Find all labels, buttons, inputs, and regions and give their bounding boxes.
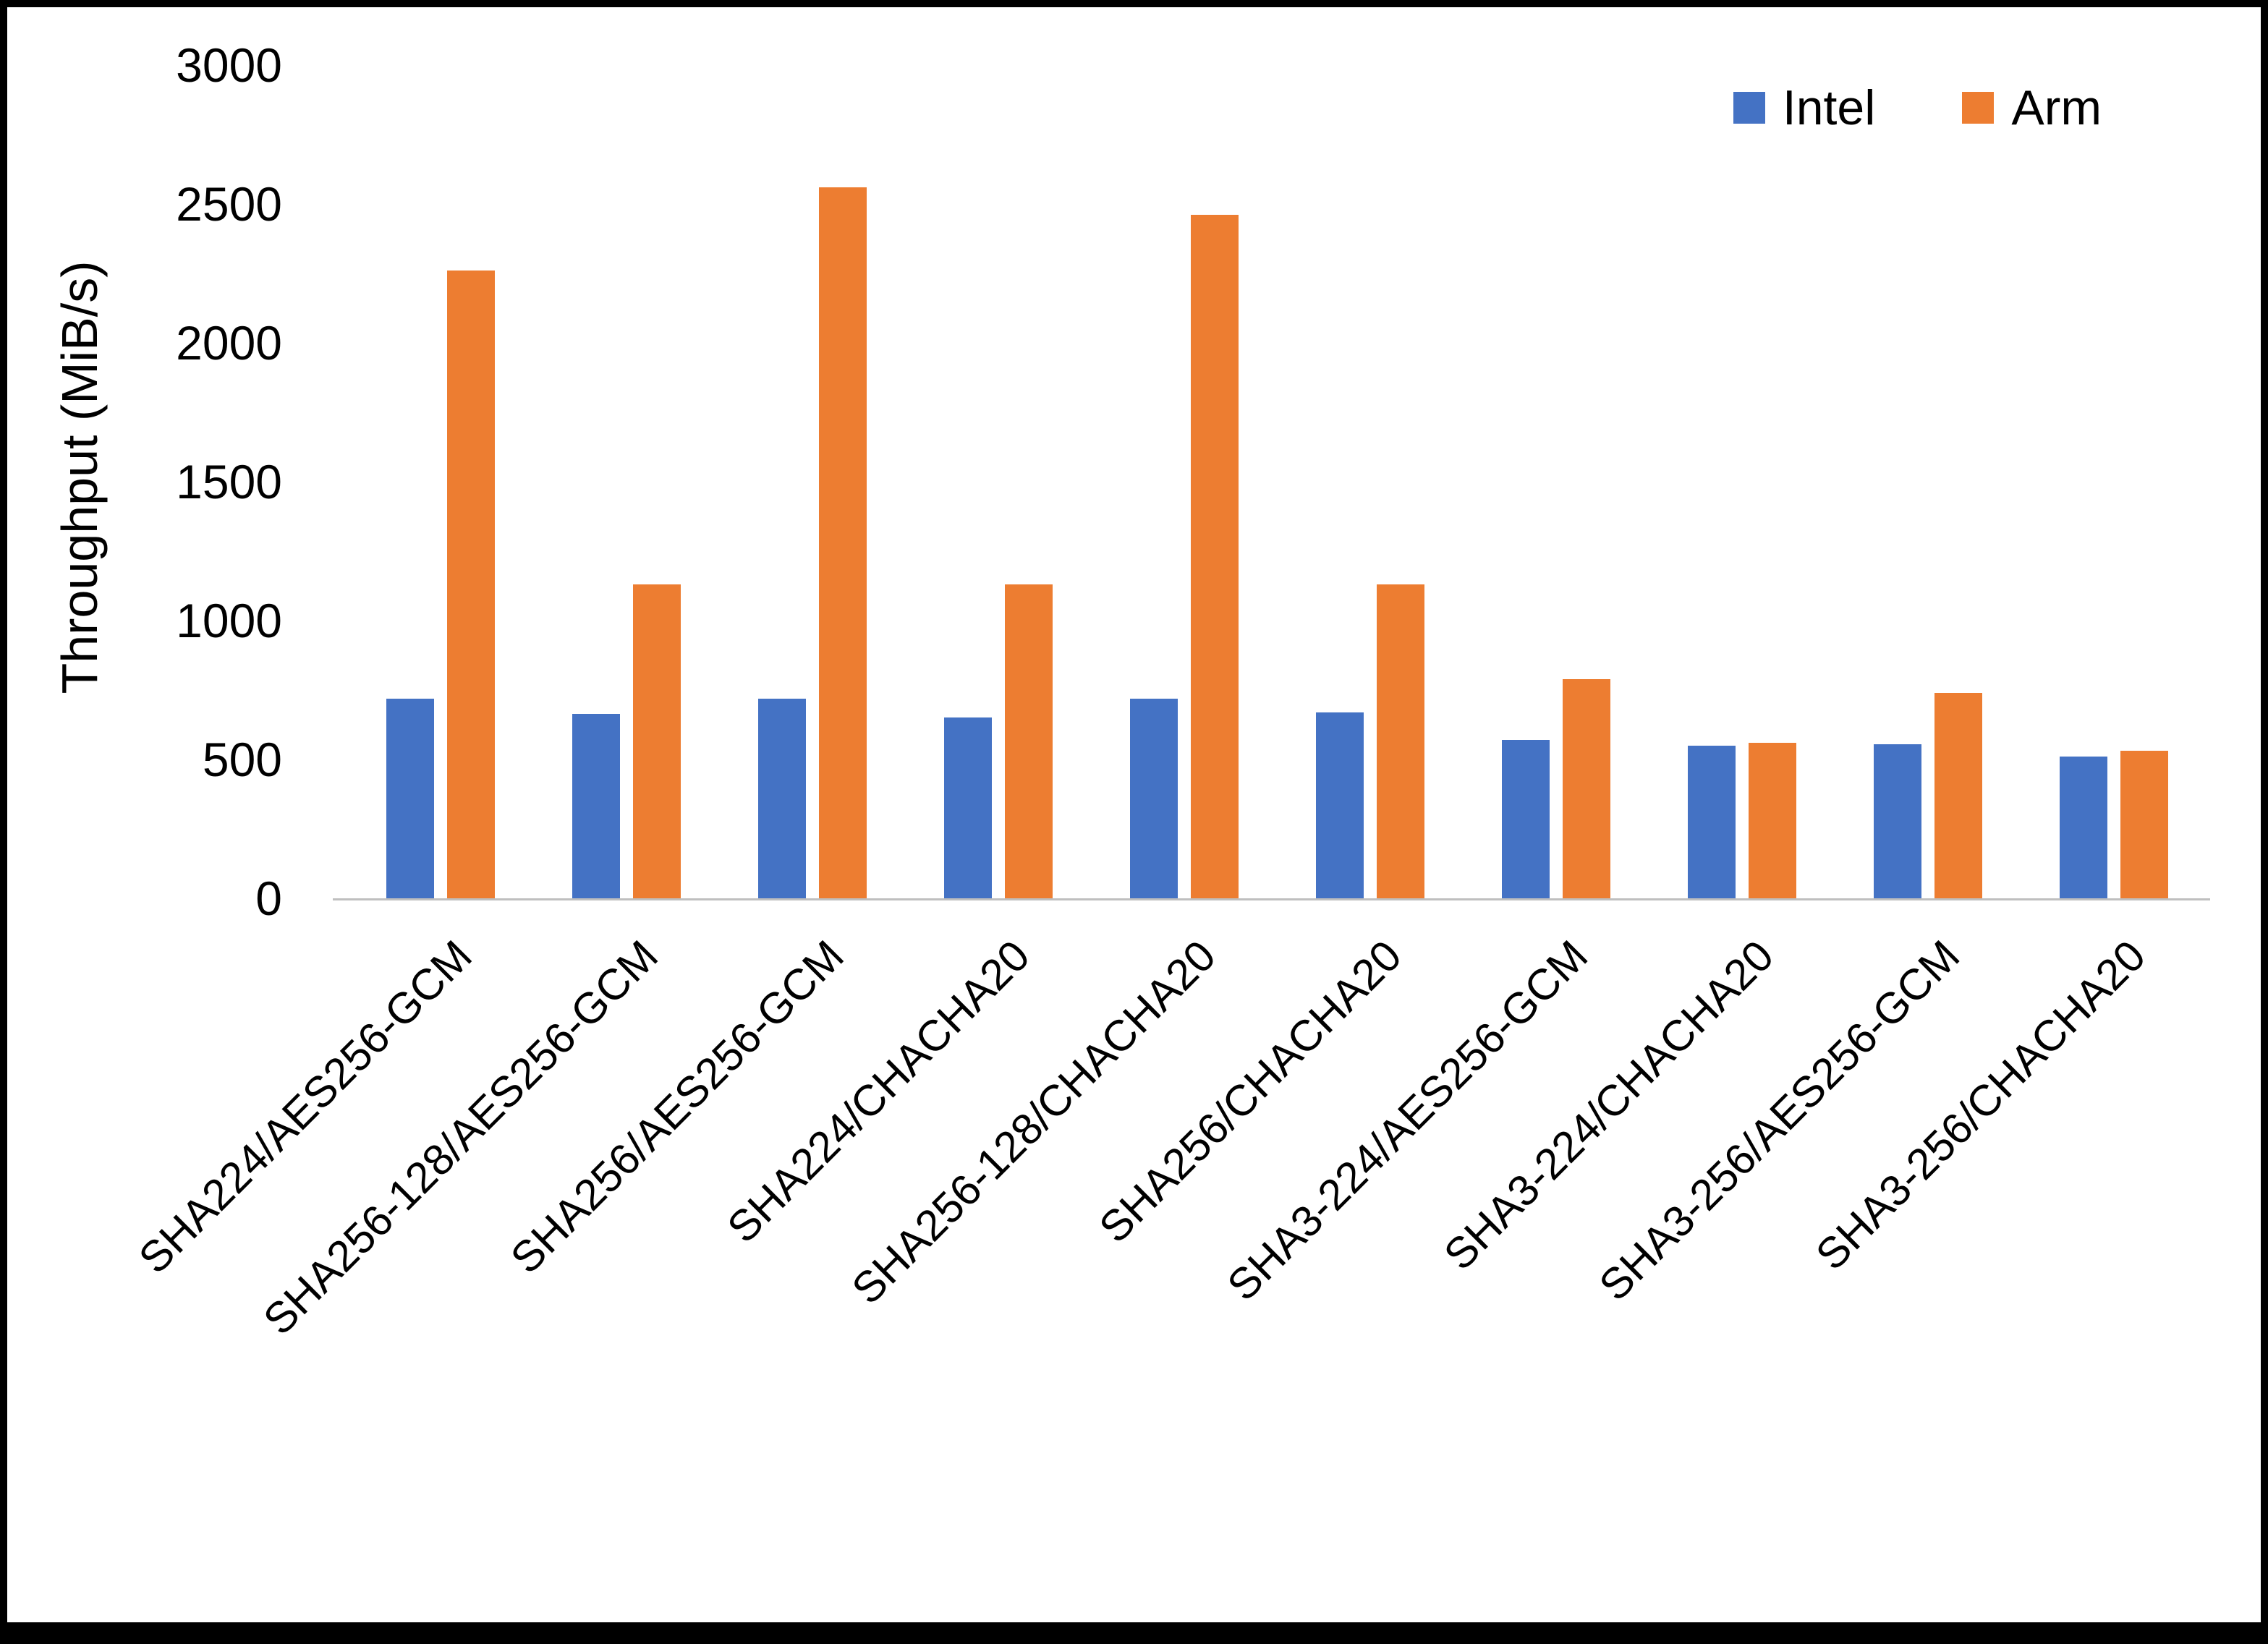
y-axis-title: Throughput (MiB/s) (51, 260, 108, 694)
y-tick-label: 500 (202, 733, 282, 786)
bar-arm (1376, 584, 1424, 898)
x-tick-label: SHA224/CHACHA20 (718, 931, 1040, 1252)
legend-item-arm: Arm (1962, 83, 2102, 132)
legend-swatch-icon (1962, 92, 1995, 124)
y-tick-label: 0 (255, 872, 282, 925)
bar-intel (2059, 757, 2107, 898)
bar-arm (1004, 584, 1053, 898)
x-tick-label: SHA3-224/CHACHA20 (1434, 931, 1783, 1279)
legend-item-intel: Intel (1733, 80, 1876, 135)
y-tick-label: 3000 (176, 38, 282, 92)
x-tick-label: SHA256/CHACHA20 (1090, 931, 1411, 1252)
bar-arm (1562, 678, 1610, 898)
x-tick-label: SHA256-128/AES256-GCM (254, 931, 668, 1345)
bar-arm (2120, 751, 2168, 898)
bar-intel (386, 698, 434, 898)
bar-arm (632, 584, 681, 898)
y-tick-label: 2000 (176, 316, 282, 370)
x-tick-label: SHA3-256/CHACHA20 (1806, 931, 2155, 1279)
bar-intel (1129, 698, 1178, 898)
x-tick-label: SHA3-256/AES256-GCM (1589, 931, 1969, 1310)
bar-arm (818, 187, 867, 898)
bar-arm (1190, 215, 1239, 898)
x-axis-line (333, 898, 2210, 900)
legend: Intel Arm (1733, 83, 2102, 132)
x-tick-label: SHA3-224/AES256-GCM (1218, 931, 1597, 1310)
bar-intel (757, 698, 806, 898)
y-tick-label: 2500 (176, 177, 282, 231)
bar-intel (1873, 744, 1921, 898)
bar-intel (1315, 712, 1364, 898)
bar-intel (1687, 745, 1736, 898)
bar-intel (943, 717, 992, 898)
bar-arm (1748, 742, 1796, 898)
x-tick-label: SHA256-128/CHACHA20 (842, 931, 1226, 1313)
y-tick-label: 1000 (176, 594, 282, 647)
bar-intel (1501, 740, 1550, 898)
x-tick-label: SHA224/AES256-GCM (129, 931, 482, 1283)
bar-intel (572, 713, 620, 898)
bar-arm (1934, 692, 1982, 898)
y-tick-label: 1500 (176, 455, 282, 508)
bar-arm (446, 271, 495, 898)
legend-label: Arm (2011, 80, 2102, 135)
x-tick-label: SHA256/AES256-GCM (501, 931, 854, 1283)
legend-swatch-icon (1733, 92, 1765, 124)
legend-label: Intel (1782, 80, 1876, 135)
